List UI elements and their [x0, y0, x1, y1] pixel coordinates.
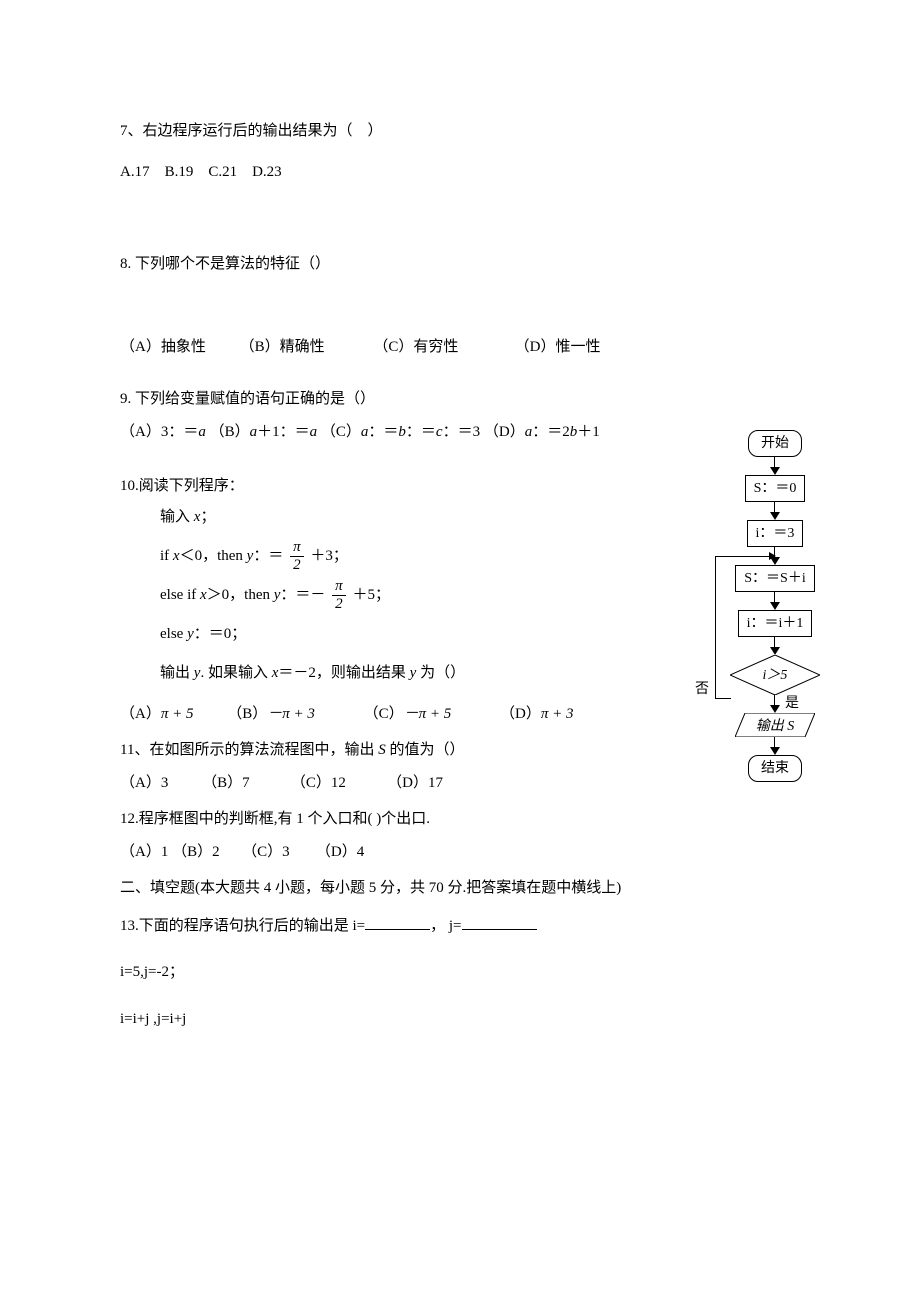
- q12-opt-a: （A）1: [120, 844, 168, 860]
- fc-ii1: i：＝i＋1: [738, 610, 813, 637]
- q8-opt-c: （C）有穷性: [373, 336, 458, 359]
- q10-opt-a: （A）π + 5: [120, 703, 193, 726]
- q9-opt-c: （C）a：＝b：＝c：＝3: [321, 424, 480, 440]
- question-8: 8. 下列哪个不是算法的特征（） （A）抽象性 （B）精确性 （C）有穷性 （D…: [120, 253, 800, 358]
- q11-opt-c: （C）12: [291, 772, 346, 795]
- q13-line2: i=i+j ,j=i+j: [120, 1008, 800, 1031]
- fc-ssi: S：＝S＋i: [735, 565, 814, 592]
- blank-j: [462, 914, 537, 930]
- fc-label-yes: 是: [785, 693, 799, 714]
- q13-stem: 13.下面的程序语句执行后的输出是 i=， j=: [120, 914, 800, 938]
- fc-output: 输出 S: [735, 713, 815, 737]
- q8-opt-b: （B）精确性: [240, 336, 325, 359]
- q9-opt-a: （A）3：＝a: [120, 424, 206, 440]
- q8-opt-d: （D）惟一性: [515, 336, 601, 359]
- exam-page: 7、右边程序运行后的输出结果为（ ） A.17 B.19 C.21 D.23 8…: [0, 0, 920, 1302]
- fraction-pi-2: π2: [290, 539, 304, 573]
- q13-line1: i=5,j=-2；: [120, 961, 800, 984]
- q11-opt-a: （A）3: [120, 772, 168, 795]
- fraction-neg-pi-2: π2: [332, 578, 346, 612]
- q9-opt-b: （B）a＋1：＝a: [210, 424, 318, 440]
- arrow-down-icon: [769, 737, 781, 755]
- q9-stem: 9. 下列给变量赋值的语句正确的是（）: [120, 388, 800, 411]
- q11-opt-d: （D）17: [387, 772, 443, 795]
- fc-s0: S：＝0: [745, 475, 806, 502]
- q9-opt-d: （D）a：＝2b＋1: [484, 424, 600, 440]
- arrow-down-icon: [769, 592, 781, 610]
- arrow-down-icon: [769, 637, 781, 655]
- fc-loopback-edge: [715, 556, 731, 699]
- fc-i3: i：＝3: [747, 520, 804, 547]
- q8-stem: 8. 下列哪个不是算法的特征（）: [120, 253, 800, 276]
- q10-opt-c: （C）－π + 5: [364, 703, 452, 726]
- fc-cond: i＞5: [730, 655, 820, 695]
- question-12: 12.程序框图中的判断框,有 1 个入口和( )个出口. （A）1 （B）2 （…: [120, 808, 800, 863]
- fc-start: 开始: [748, 430, 802, 457]
- q10-opt-d: （D）π + 3: [500, 703, 573, 726]
- q7-options: A.17 B.19 C.21 D.23: [120, 161, 800, 184]
- arrow-down-icon: [769, 695, 781, 713]
- q12-stem: 12.程序框图中的判断框,有 1 个入口和( )个出口.: [120, 808, 800, 831]
- q12-options: （A）1 （B）2 （C）3 （D）4: [120, 841, 800, 864]
- q12-opt-c: （C）3: [242, 844, 290, 860]
- q8-opt-a: （A）抽象性: [120, 336, 206, 359]
- q11-opt-b: （B）7: [202, 772, 250, 795]
- flowchart-q11: 开始 S：＝0 i：＝3 S：＝S＋i i：＝i＋1 i＞5 否 是: [685, 430, 865, 782]
- q12-opt-d: （D）4: [316, 844, 364, 860]
- question-13: 13.下面的程序语句执行后的输出是 i=， j=: [120, 914, 800, 938]
- fc-end: 结束: [748, 755, 802, 782]
- section-2-header: 二、填空题(本大题共 4 小题，每小题 5 分，共 70 分.把答案填在题中横线…: [120, 877, 800, 900]
- q10-opt-b: （B）－π + 3: [227, 703, 315, 726]
- arrow-down-icon: [769, 502, 781, 520]
- q7-stem: 7、右边程序运行后的输出结果为（ ）: [120, 120, 800, 143]
- question-7: 7、右边程序运行后的输出结果为（ ） A.17 B.19 C.21 D.23: [120, 120, 800, 183]
- blank-i: [365, 914, 430, 930]
- arrow-down-icon: [769, 457, 781, 475]
- q8-options: （A）抽象性 （B）精确性 （C）有穷性 （D）惟一性: [120, 336, 800, 359]
- q12-opt-b: （B）2: [172, 844, 220, 860]
